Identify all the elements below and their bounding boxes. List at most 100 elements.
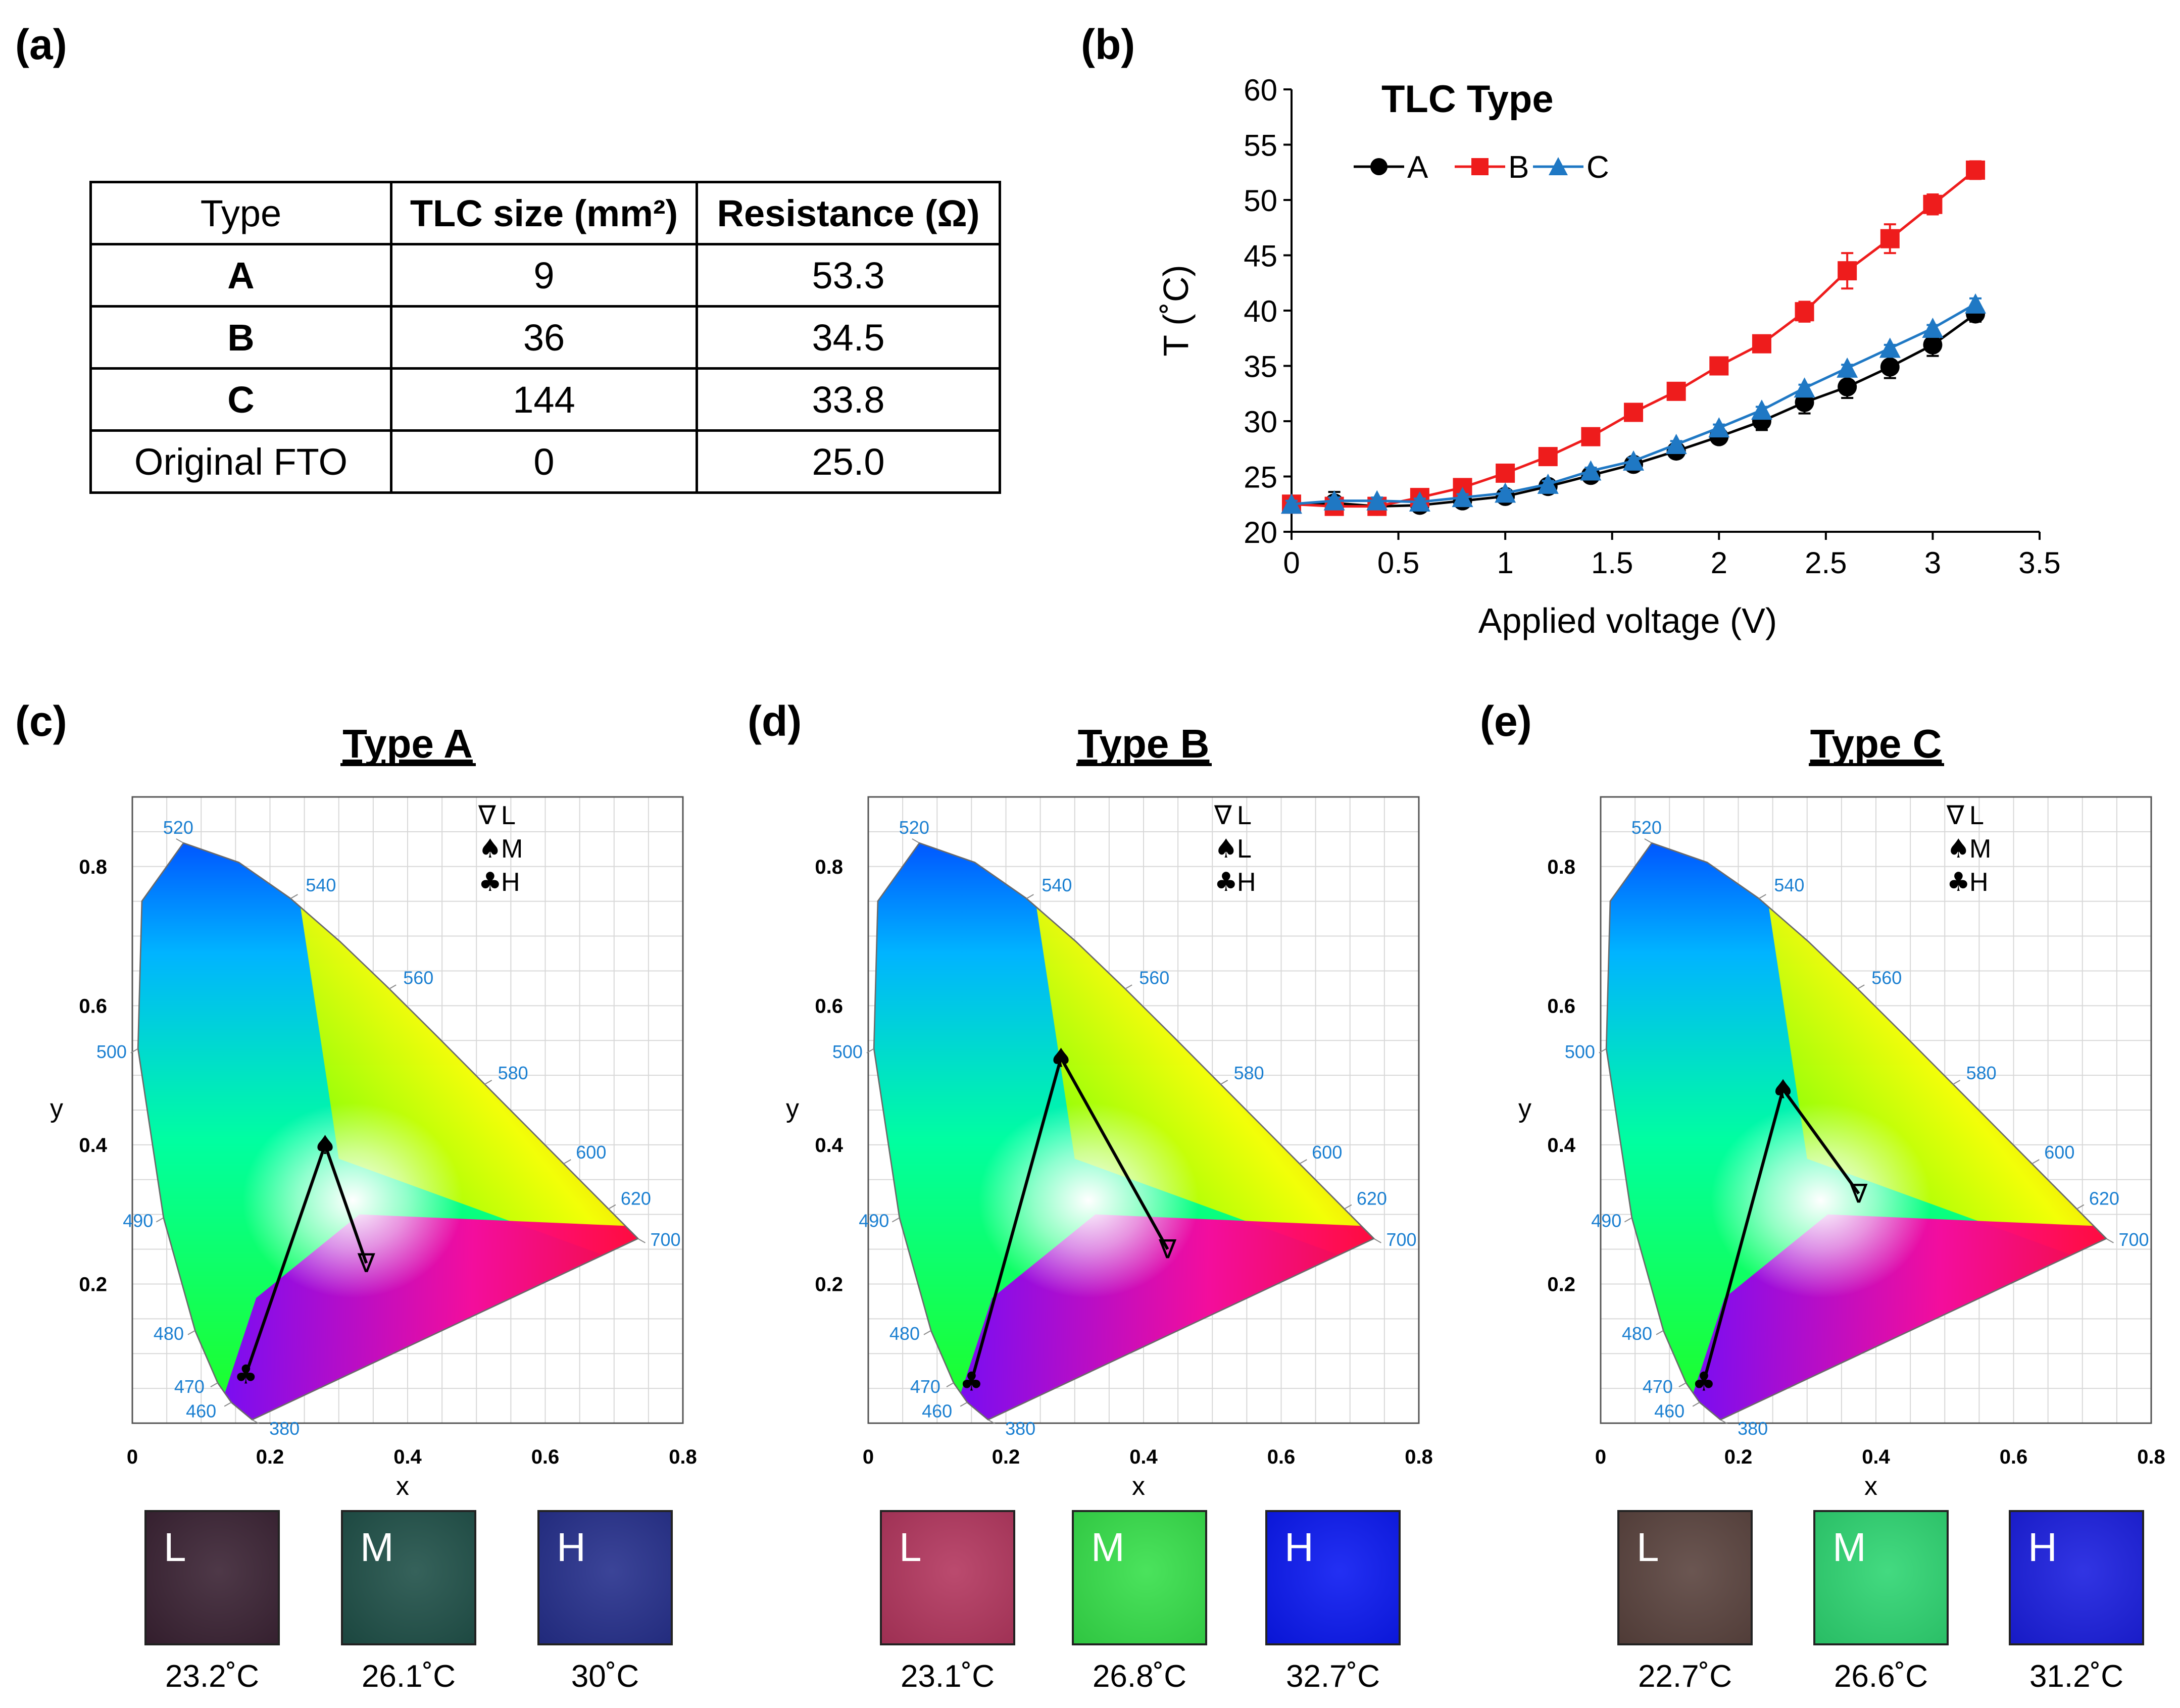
wavelength-tick	[156, 1217, 164, 1223]
table-row: Original FTO 0 25.0	[89, 429, 1001, 494]
point-M: ♠	[1771, 1075, 1795, 1105]
panel-label-c: (c)	[15, 697, 67, 745]
wavelength-label: 600	[1312, 1142, 1342, 1163]
marker-point	[1708, 417, 1730, 438]
gamut-white	[242, 1103, 463, 1298]
marker-point	[1580, 460, 1602, 481]
wavelength-tick	[946, 1382, 954, 1387]
wavelength-tick	[563, 1159, 571, 1164]
wavelength-tick	[1758, 894, 1766, 899]
photo-swatch-L: L	[144, 1510, 280, 1645]
wavelength-label: 540	[1042, 875, 1072, 895]
wavelength-label: 490	[1591, 1211, 1621, 1231]
wavelength-label: 540	[1774, 875, 1804, 895]
photo-swatch-L: L	[1617, 1510, 1753, 1645]
wavelength-tick	[484, 1080, 492, 1085]
x-tick-label: 0.4	[1862, 1446, 1890, 1468]
wavelength-tick	[1644, 838, 1652, 843]
marker-point	[1880, 357, 1900, 377]
wavelength-tick	[1299, 1159, 1307, 1164]
marker-point	[1752, 334, 1771, 354]
swatch-temperature: 23.2˚C	[165, 1659, 260, 1694]
cell-type: Original FTO	[89, 429, 392, 494]
wavelength-label: 480	[1622, 1323, 1652, 1344]
y-tick-label: 0.8	[79, 856, 107, 878]
wavelength-tick	[866, 1048, 874, 1053]
marker-point	[1837, 357, 1858, 378]
cell-size: 36	[390, 305, 698, 370]
wavelength-label: 520	[899, 817, 929, 838]
wavelength-label: 600	[576, 1142, 606, 1163]
marker-point	[1370, 158, 1388, 175]
photo-swatch-M: M	[1813, 1510, 1949, 1645]
point-H: ♣	[1692, 1367, 1716, 1397]
header-resistance: Resistance (Ω)	[696, 181, 1001, 245]
swatch-label: M	[1091, 1525, 1125, 1570]
marker-point	[1838, 261, 1857, 281]
marker-point	[1323, 490, 1345, 511]
marker-point	[1623, 450, 1645, 471]
marker-point	[1751, 399, 1772, 420]
wavelength-label: 490	[123, 1211, 153, 1231]
cell-type: B	[89, 305, 392, 370]
y-tick-label: 55	[1244, 129, 1277, 163]
gamut-outline	[1605, 842, 2108, 1421]
wavelength-tick	[1953, 1080, 1961, 1085]
marker-point	[1795, 302, 1814, 322]
legend-symbol: ♠	[478, 834, 502, 864]
x-tick-label: 0.6	[531, 1446, 560, 1468]
swatch-label: L	[899, 1525, 922, 1570]
y-tick-label: 20	[1244, 516, 1277, 549]
swatch-label: M	[360, 1525, 394, 1570]
x-tick-label: 0.4	[1129, 1446, 1158, 1468]
marker-point	[1549, 157, 1568, 175]
legend-label: H	[1237, 868, 1256, 897]
wavelength-label: 620	[1357, 1188, 1387, 1209]
cie-chart-b: 520 540 560 580 600 620 700 500 490 480 470 460 380 0…	[786, 721, 1433, 1501]
plot-frame	[1600, 796, 2152, 1424]
series-C	[1281, 293, 1987, 514]
marker-point	[1537, 473, 1559, 494]
marker-point	[1665, 433, 1687, 454]
wavelength-label: 560	[403, 967, 433, 988]
table-row: A 9 53.3	[89, 243, 1001, 308]
x-tick-label: 0.6	[1267, 1446, 1296, 1468]
y-tick-label: 0.4	[79, 1134, 107, 1157]
wavelength-tick	[923, 1330, 931, 1335]
swatch-label: H	[557, 1525, 586, 1570]
cell-type: A	[89, 243, 392, 308]
wavelength-label: 580	[1234, 1063, 1264, 1083]
x-tick-label: 1.5	[1591, 546, 1633, 580]
x-tick-label: 0.4	[393, 1446, 422, 1468]
wavelength-tick	[187, 1330, 195, 1335]
gamut-white	[978, 1103, 1199, 1298]
x-tick-label: 0.8	[669, 1446, 697, 1468]
state-trajectory	[244, 1140, 368, 1375]
header-type: Type	[89, 181, 392, 245]
y-tick-label: 0.6	[1547, 995, 1575, 1017]
panel-label-e: (e)	[1480, 697, 1532, 745]
cie-charts: 520 540 560 580 600 620 700 500 490 480 470 460 380 0…	[50, 721, 2165, 1501]
photo-swatch-H: H	[2009, 1510, 2144, 1645]
swatch-label: H	[1284, 1525, 1314, 1570]
marker-point	[1366, 490, 1388, 511]
legend-label: H	[1969, 868, 1989, 897]
legend-label: L	[1237, 801, 1252, 830]
table-row: C 144 33.8	[89, 367, 1001, 432]
legend-label: H	[501, 868, 520, 897]
point-L: ∇	[1158, 1235, 1176, 1265]
legend-symbol: ♠	[1947, 834, 1970, 864]
marker-point	[1666, 381, 1686, 401]
chart-title: Type B	[1078, 721, 1210, 766]
x-tick-label: 3	[1924, 546, 1941, 580]
marker-point	[1794, 377, 1815, 398]
marker-point	[1452, 487, 1473, 508]
wavelength-label: 580	[498, 1063, 528, 1083]
y-tick-label: 0.6	[815, 995, 843, 1017]
tlc-table: Type TLC size (mm²) Resistance (Ω) A 9 5…	[89, 181, 1001, 494]
wavelength-tick	[176, 838, 184, 843]
marker-point	[1496, 463, 1515, 483]
y-tick-label: 45	[1244, 239, 1277, 273]
wavelength-label: 620	[2089, 1188, 2119, 1209]
